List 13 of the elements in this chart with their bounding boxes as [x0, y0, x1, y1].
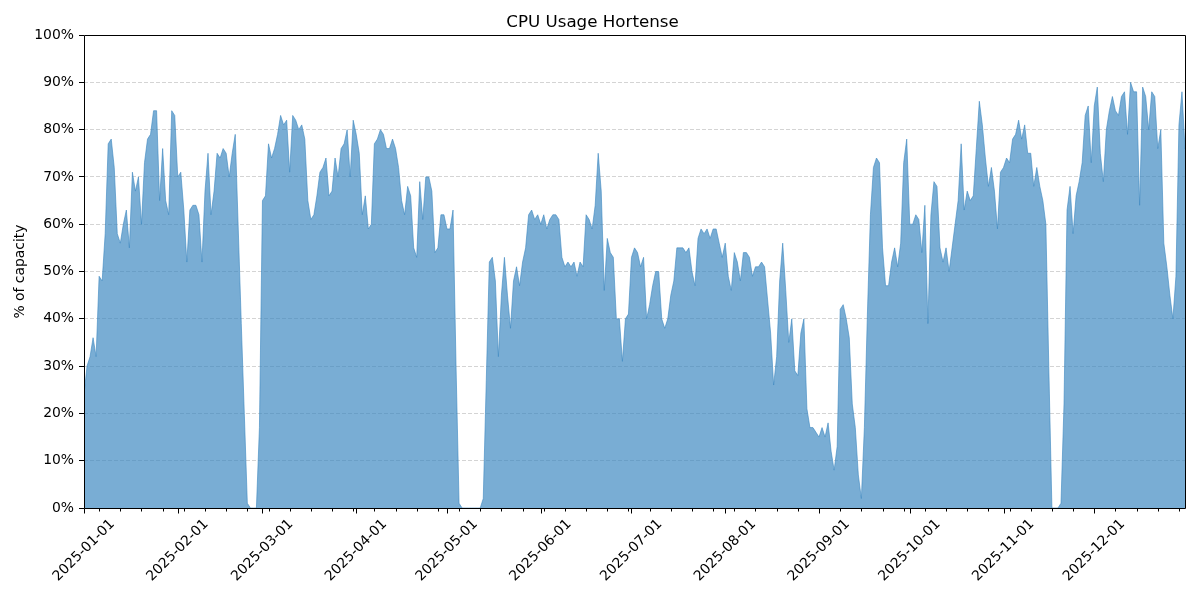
y-tick-label: 30%	[43, 356, 74, 373]
y-tick-label: 60%	[43, 214, 74, 231]
y-tick-label: 70%	[43, 167, 74, 184]
y-tick-label: 10%	[43, 451, 74, 468]
y-axis-title: % of capacity	[10, 224, 27, 319]
y-tick-label: 50%	[43, 262, 74, 279]
y-tick-label: 80%	[43, 120, 74, 137]
y-tick-label: 100%	[34, 25, 74, 42]
y-tick-label: 0%	[51, 498, 74, 515]
chart-title: CPU Usage Hortense	[506, 11, 679, 32]
y-tick-label: 90%	[43, 72, 74, 89]
y-tick-label: 20%	[43, 404, 74, 421]
y-tick-label: 40%	[43, 309, 74, 326]
